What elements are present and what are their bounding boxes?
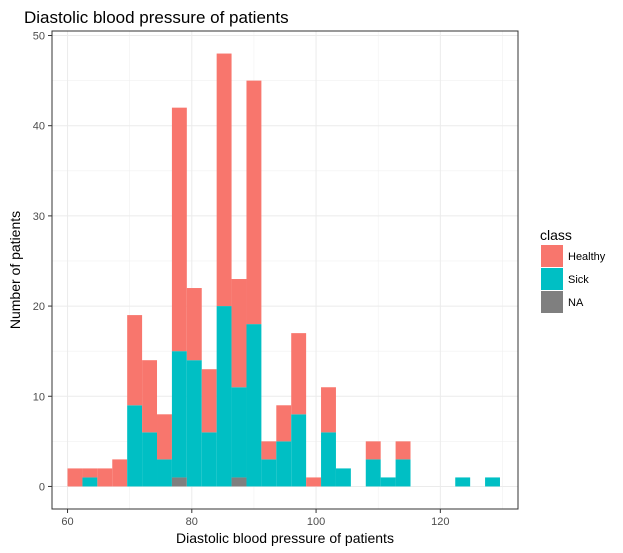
y-tick-label: 50 [33,31,45,43]
bar-sick [335,468,351,487]
bar-healthy [306,477,322,487]
legend-swatch-sick [541,268,563,290]
bars [67,53,500,487]
bar-healthy [127,315,143,406]
bar-sick [455,477,471,487]
bar-sick [380,477,396,487]
bar-sick [321,432,336,487]
bar-healthy [365,441,381,460]
bar-sick [291,414,307,487]
bar-healthy [112,459,128,487]
x-tick-label: 120 [431,516,449,528]
bar-healthy [171,107,187,352]
bar-sick [395,459,411,487]
legend-label-na: NA [568,297,584,309]
bar-healthy [67,468,83,487]
bar-healthy [261,441,277,460]
bar-healthy [291,333,307,415]
bar-na [171,477,187,487]
x-axis-title: Diastolic blood pressure of patients [176,530,394,546]
bar-sick [365,459,381,487]
legend-label-healthy: Healthy [568,251,606,263]
bar-healthy [395,441,411,460]
bar-sick [186,360,202,487]
bar-na [231,477,247,487]
bar-healthy [186,288,202,361]
bar-sick [485,477,500,487]
legend-title: class [540,227,572,243]
x-tick-label: 60 [61,516,73,528]
bar-sick [246,324,262,487]
y-tick-label: 40 [33,121,45,133]
legend-swatch-na [541,291,563,313]
y-tick-label: 30 [33,211,45,223]
bar-sick [216,306,232,487]
legend-label-sick: Sick [568,274,589,286]
plot-border [51,30,519,510]
bar-sick [261,459,277,487]
bar-healthy [82,468,98,478]
bar-sick [231,387,247,478]
y-tick-label: 10 [33,391,45,403]
bar-healthy [231,279,247,388]
bar-healthy [201,369,217,433]
y-axis-title: Number of patients [7,211,23,329]
y-tick-label: 20 [33,301,45,313]
x-tick-label: 100 [307,516,325,528]
x-axis: 60 80 100 120 [61,509,450,528]
bar-healthy [321,387,336,433]
bar-healthy [246,80,262,325]
bar-healthy [142,360,158,433]
y-tick-label: 0 [39,481,45,493]
bar-sick [276,441,292,487]
bar-sick [142,432,158,487]
bar-sick [171,351,187,478]
bar-healthy [157,414,172,460]
bar-sick [127,405,143,487]
x-tick-label: 80 [186,516,198,528]
bar-sick [201,432,217,487]
chart-title: Diastolic blood pressure of patients [24,8,289,27]
bar-healthy [276,405,292,442]
bar-sick [157,459,172,487]
y-axis: 0 10 20 30 40 50 [33,31,52,493]
bar-sick [82,477,98,487]
bar-healthy [97,468,113,487]
legend: class Healthy Sick NA [540,227,606,313]
bar-healthy [216,53,232,307]
legend-swatch-healthy [541,245,563,267]
